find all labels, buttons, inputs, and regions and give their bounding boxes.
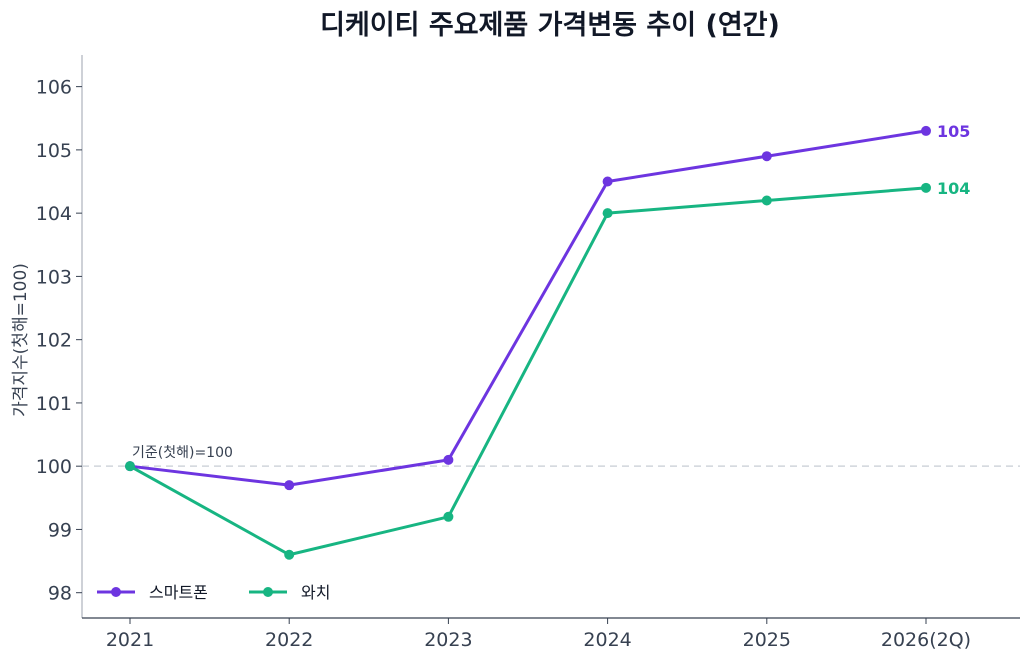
- series-1: 105: [125, 122, 970, 491]
- y-axis-label: 가격지수(첫해=100): [11, 263, 31, 417]
- baseline-annotation: 기준(첫해)=100: [132, 445, 233, 461]
- x-tick-label: 2023: [424, 629, 472, 651]
- data-point: [921, 182, 931, 193]
- baseline: 기준(첫해)=100: [82, 445, 1020, 467]
- y-tick-label: 100: [36, 456, 72, 478]
- y-tick-label: 99: [48, 519, 72, 541]
- y-tick-label: 102: [36, 330, 72, 352]
- series-group: 105 104: [125, 122, 970, 560]
- y-tick-label: 106: [36, 77, 72, 99]
- data-point: [602, 208, 613, 219]
- x-tick-label: 2026(2Q): [881, 629, 971, 651]
- x-tick-label: 2025: [743, 629, 791, 651]
- data-point: [761, 151, 772, 162]
- legend-item-1: 스마트폰: [97, 583, 208, 602]
- legend: 스마트폰 와치: [97, 583, 330, 602]
- chart-title: 디케이티 주요제품 가격변동 추이 (연간): [320, 10, 780, 41]
- y-tick-label: 101: [36, 393, 72, 415]
- data-point: [761, 195, 772, 206]
- x-tick-label: 2024: [583, 629, 631, 651]
- series-line: [128, 186, 928, 557]
- series-2: 104: [125, 179, 970, 560]
- y-tick-label: 103: [36, 266, 72, 288]
- end-value-label: 104: [937, 179, 970, 198]
- end-value-label: 105: [937, 122, 970, 141]
- data-point: [284, 549, 295, 560]
- data-point: [443, 511, 454, 522]
- x-tick-label: 2022: [265, 629, 313, 651]
- legend-swatch-marker: [111, 587, 121, 597]
- data-point: [284, 480, 295, 491]
- data-point: [443, 454, 454, 465]
- legend-item-2: 와치: [249, 583, 330, 602]
- data-point: [921, 125, 931, 136]
- data-point: [602, 176, 613, 187]
- y-tick-label: 104: [36, 203, 72, 225]
- series-line: [128, 129, 928, 487]
- y-tick-label: 105: [36, 140, 72, 162]
- axes: 98 99 100 101 102 103 104 105 106 2021 2022 2023 202…: [36, 55, 1020, 651]
- legend-label: 와치: [301, 583, 330, 602]
- legend-label: 스마트폰: [149, 583, 208, 602]
- data-point: [125, 461, 135, 472]
- y-tick-label: 98: [48, 583, 72, 605]
- legend-swatch-marker: [263, 587, 273, 597]
- x-tick-label: 2021: [106, 629, 154, 651]
